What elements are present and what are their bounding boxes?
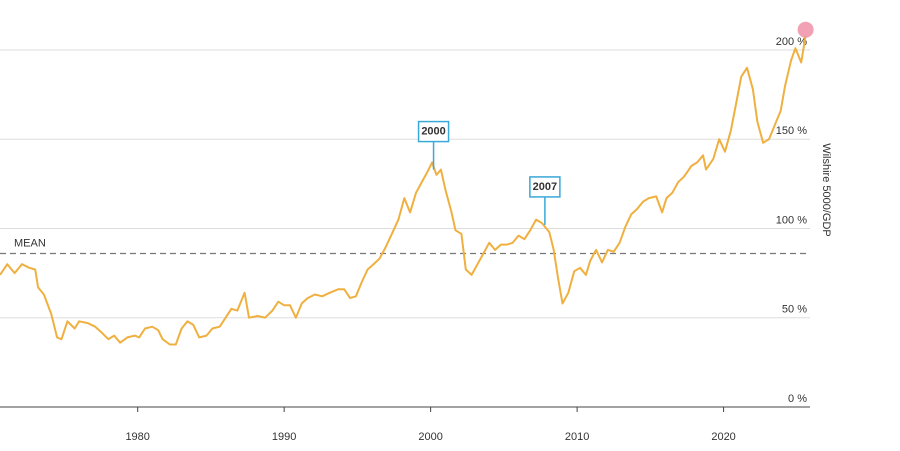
x-tick-label: 2020 bbox=[711, 431, 735, 443]
y-axis-label: Wilshire 5000/GDP bbox=[820, 143, 832, 237]
y-tick-label: 150 % bbox=[776, 125, 807, 137]
mean-label: MEAN bbox=[14, 237, 46, 249]
annotation-box bbox=[529, 176, 561, 198]
x-tick-label: 1980 bbox=[125, 431, 149, 443]
data-line bbox=[0, 35, 807, 346]
y-tick-label: 50 % bbox=[782, 304, 807, 316]
annotation-label: 2000 bbox=[421, 125, 445, 137]
y-tick-label: 0 % bbox=[788, 393, 807, 405]
y-tick-label: 100 % bbox=[776, 214, 807, 226]
annotation-label: 2007 bbox=[533, 181, 557, 193]
annotation-box bbox=[417, 120, 450, 143]
y-tick-label: 200 % bbox=[776, 36, 807, 48]
x-tick-label: 1990 bbox=[272, 431, 296, 443]
end-marker bbox=[797, 21, 814, 38]
x-tick-label: 2010 bbox=[565, 431, 589, 443]
x-tick-label: 2000 bbox=[418, 431, 442, 443]
